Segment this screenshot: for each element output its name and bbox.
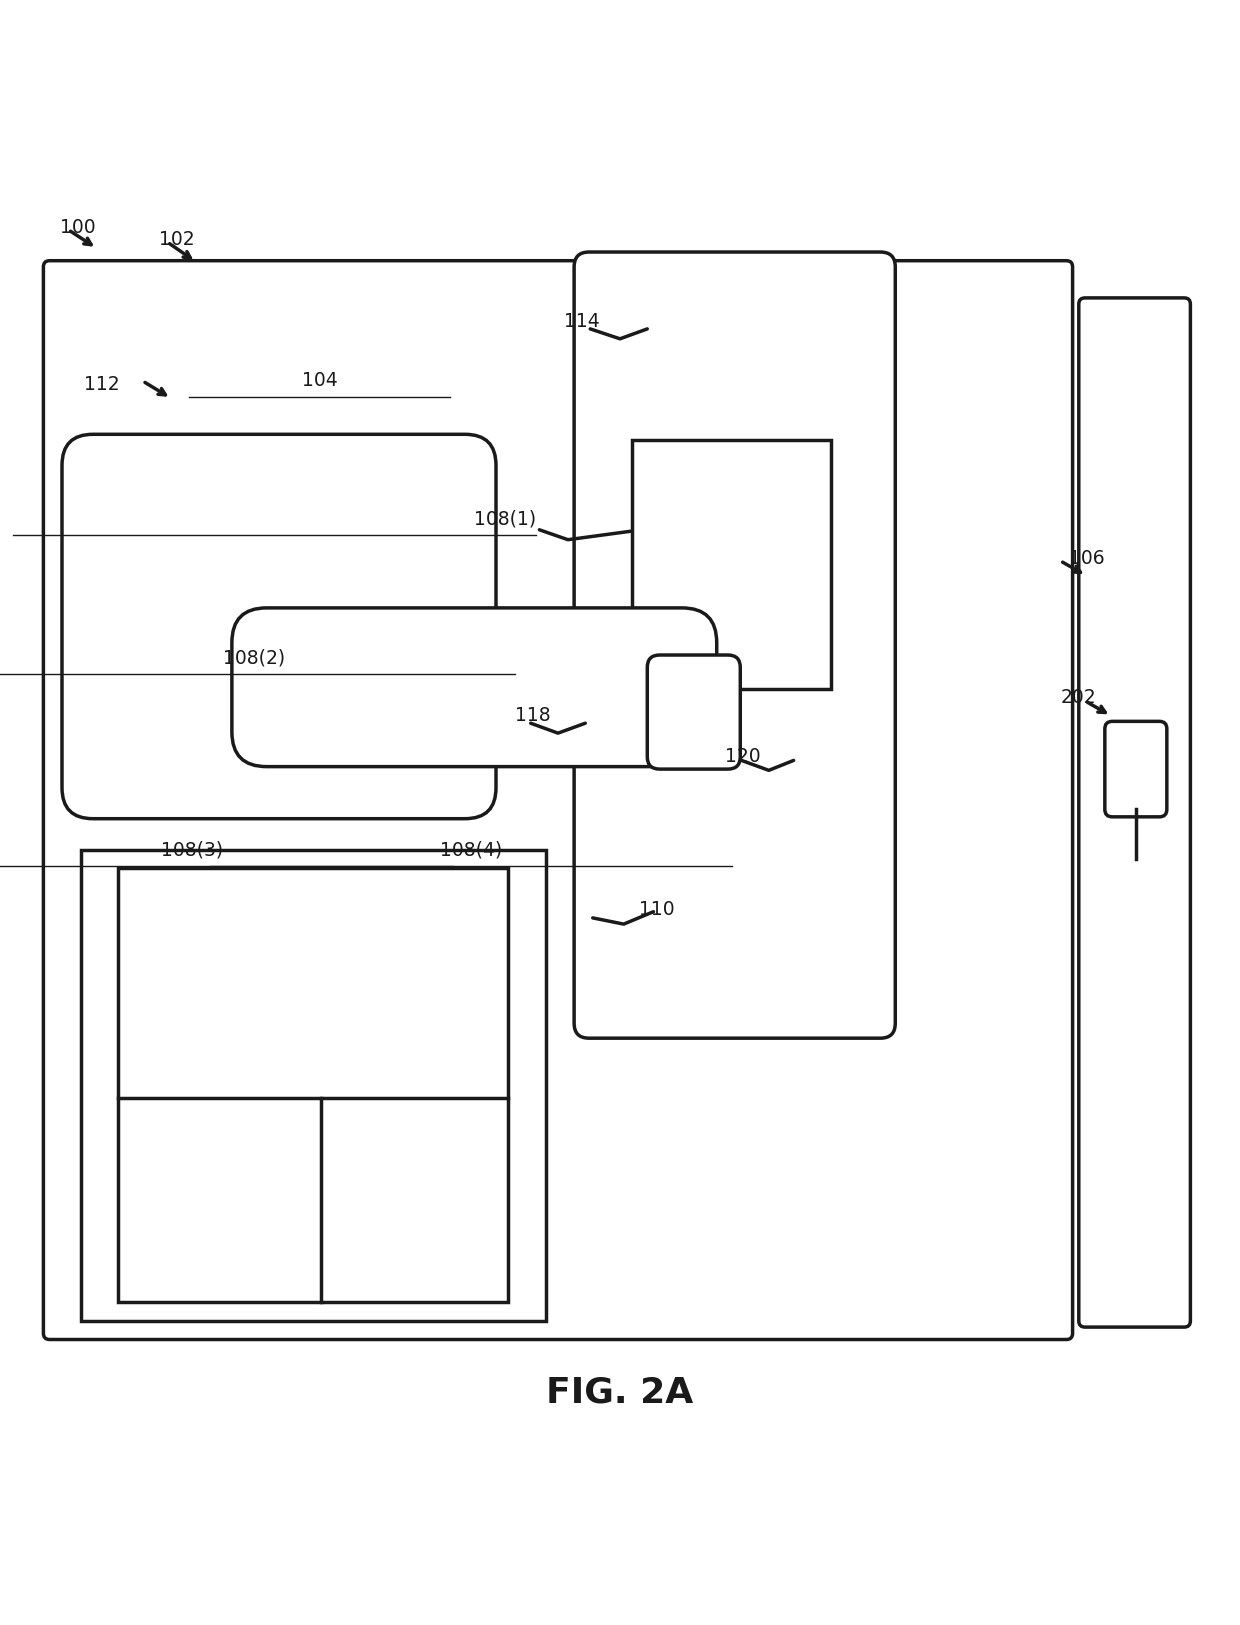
FancyBboxPatch shape	[1079, 297, 1190, 1328]
Text: 114: 114	[564, 312, 600, 332]
Text: 102: 102	[159, 231, 195, 249]
Text: 118: 118	[515, 707, 551, 725]
FancyBboxPatch shape	[647, 655, 740, 769]
Text: 106: 106	[1069, 549, 1105, 567]
Bar	[118, 868, 508, 1302]
Text: 108(1): 108(1)	[474, 509, 536, 528]
Text: 120: 120	[725, 748, 761, 767]
Text: 202: 202	[1060, 687, 1096, 707]
FancyBboxPatch shape	[574, 252, 895, 1038]
Text: 110: 110	[639, 900, 675, 918]
Text: 108(4): 108(4)	[440, 840, 502, 860]
FancyBboxPatch shape	[43, 260, 1073, 1339]
Text: 112: 112	[84, 375, 120, 395]
Bar	[81, 850, 546, 1321]
FancyBboxPatch shape	[1105, 722, 1167, 817]
Bar	[632, 440, 831, 689]
Text: 108(2): 108(2)	[223, 648, 285, 666]
Text: 108(3): 108(3)	[161, 840, 223, 860]
FancyBboxPatch shape	[232, 608, 717, 767]
FancyBboxPatch shape	[62, 434, 496, 819]
Text: FIG. 2A: FIG. 2A	[547, 1376, 693, 1410]
Text: 104: 104	[303, 372, 337, 390]
Text: 100: 100	[60, 218, 95, 237]
